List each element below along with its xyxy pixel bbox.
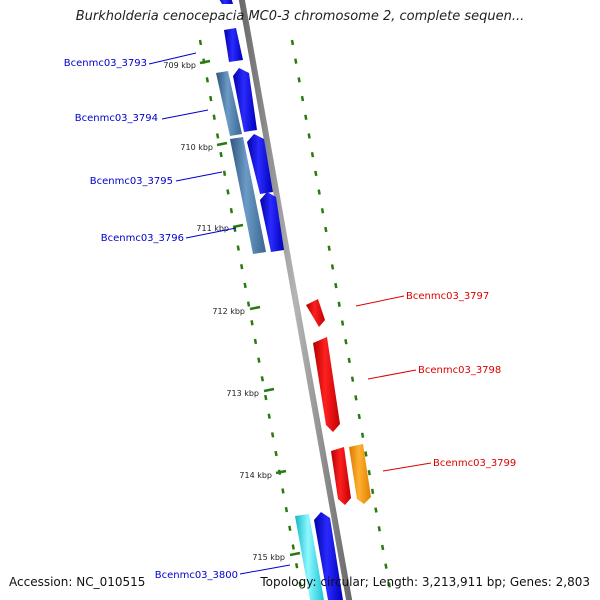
- cds-arrow-3794[interactable]: [233, 68, 257, 132]
- tick-label: 712 kbp: [212, 307, 245, 316]
- cds-arrow-3799[interactable]: [331, 447, 351, 505]
- gene-label-3799[interactable]: Bcenmc03_3799: [433, 458, 516, 469]
- tick-label: 715 kbp: [252, 553, 285, 562]
- tick-713: 713 kbp: [226, 387, 275, 398]
- tick-711: 711 kbp: [196, 223, 244, 233]
- cds-arrow-3792[interactable]: [218, 0, 233, 4]
- gene-bar-3794[interactable]: [216, 71, 242, 136]
- gene-label-3797[interactable]: Bcenmc03_3797: [406, 291, 489, 302]
- backbone-line: [238, 0, 353, 600]
- tick-mark: [216, 141, 228, 147]
- label-leader: [148, 52, 197, 65]
- tick-label: 711 kbp: [196, 224, 229, 233]
- gene-label-3793[interactable]: Bcenmc03_3793: [64, 58, 147, 69]
- cds-arrow-3800[interactable]: [314, 512, 343, 600]
- cds-arrow-3795[interactable]: [247, 134, 273, 194]
- gene-bar-3795-3796[interactable]: [230, 137, 266, 254]
- gene-label-3800[interactable]: Bcenmc03_3800: [155, 570, 238, 581]
- label-leader: [382, 462, 432, 472]
- gene-label-3795[interactable]: Bcenmc03_3795: [90, 176, 173, 187]
- cds-arrow-3798[interactable]: [313, 337, 340, 432]
- tick-label: 709 kbp: [163, 61, 196, 70]
- gene-label-3794[interactable]: Bcenmc03_3794: [75, 113, 158, 124]
- gene-label-3796[interactable]: Bcenmc03_3796: [101, 233, 184, 244]
- tick-715: 715 kbp: [252, 551, 301, 562]
- tick-710: 710 kbp: [180, 141, 228, 152]
- tick-714: 714 kbp: [239, 469, 287, 480]
- label-leader: [355, 295, 405, 307]
- accession-text: Accession: NC_010515: [9, 575, 146, 589]
- label-leader: [175, 171, 223, 182]
- tick-mark: [275, 469, 287, 475]
- label-leader: [185, 227, 237, 239]
- label-leader: [161, 109, 209, 120]
- tick-709: 709 kbp: [163, 59, 211, 70]
- feature-arrow-3799[interactable]: [349, 444, 371, 504]
- label-leader: [239, 564, 291, 575]
- tick-mark: [263, 387, 275, 393]
- topology-text: Topology: circular; Length: 3,213,911 bp…: [260, 575, 590, 589]
- tick-mark: [232, 223, 244, 229]
- cds-arrow-3797[interactable]: [306, 299, 325, 327]
- cds-arrow-3793[interactable]: [224, 28, 243, 62]
- map-title: Burkholderia cenocepacia MC0-3 chromosom…: [75, 9, 525, 24]
- tick-label: 710 kbp: [180, 143, 213, 152]
- cds-arrow-3796[interactable]: [260, 192, 284, 252]
- tick-mark: [249, 305, 261, 311]
- gene-label-3798[interactable]: Bcenmc03_3798: [418, 365, 501, 376]
- tick-label: 714 kbp: [239, 471, 272, 480]
- tick-mark: [199, 59, 211, 65]
- label-leader: [367, 369, 417, 380]
- tick-712: 712 kbp: [212, 305, 261, 316]
- tick-label: 713 kbp: [226, 389, 259, 398]
- tick-mark: [289, 551, 301, 557]
- feature-bar-3800[interactable]: [295, 514, 324, 600]
